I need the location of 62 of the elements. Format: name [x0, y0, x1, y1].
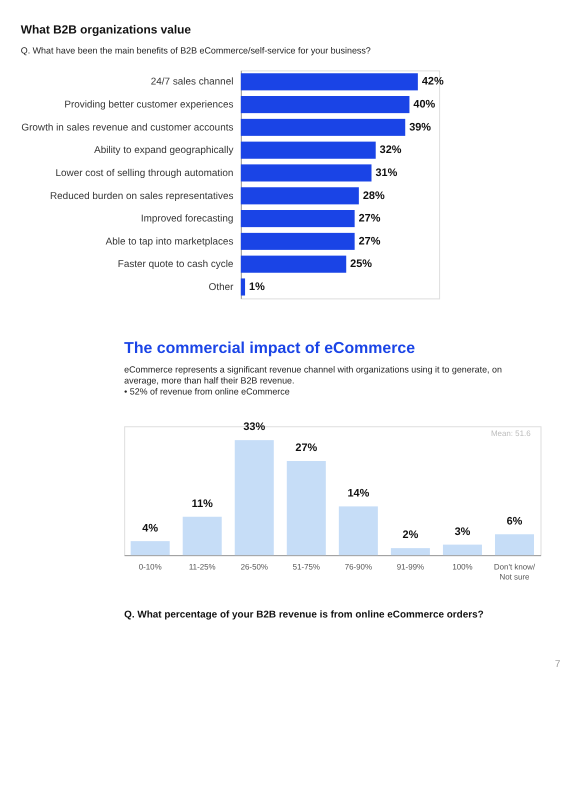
data-label: 31% — [375, 166, 398, 179]
bar — [240, 164, 372, 182]
bar — [390, 548, 430, 556]
text: Mean: 51.6 — [490, 429, 532, 438]
bar — [240, 278, 246, 296]
data-label: 1% — [249, 280, 266, 293]
bar — [240, 142, 376, 159]
y-tick-label: Growth in sales revenue and customer accounts — [21, 122, 234, 134]
y-tick-label: Reduced burden on sales representatives — [50, 190, 234, 202]
data-label: 14% — [347, 487, 370, 500]
text: What B2B organizations value — [20, 22, 192, 37]
x-tick-label: 100% — [452, 562, 473, 572]
chart-title: The commercial impact of eCommerce — [124, 340, 416, 357]
y-tick-label: Other — [208, 282, 234, 293]
data-label: 27% — [295, 442, 318, 454]
bar — [494, 534, 534, 556]
chart-subtitle: eCommerce represents a significant revenue channel with organizations using it to generate, on average, more than half their B2B revenue. — [124, 364, 502, 386]
x-tick-label: 11-25% — [188, 562, 216, 572]
text: Q. What percentage of your B2B revenue is from online eCommerce orders? — [124, 610, 484, 621]
chart-subtitle: Q. What have been the main benefits of B2B eCommerce/self-service for your business? — [20, 46, 371, 56]
data-label: 33% — [243, 421, 266, 434]
text: 7 — [554, 659, 561, 670]
data-label: 2% — [402, 529, 419, 542]
bar — [240, 256, 346, 273]
data-label: 39% — [409, 121, 432, 134]
x-tick-label: 91-99% — [396, 562, 424, 572]
x-tick-label: Don't know/ Not sure — [494, 562, 536, 582]
y-tick-label: Able to tap into marketplaces — [106, 236, 234, 248]
bar — [338, 506, 378, 556]
data-label: 42% — [422, 76, 444, 88]
x-tick-label: 0-10% — [138, 562, 162, 572]
data-label: 27% — [358, 235, 381, 248]
data-label: 6% — [506, 515, 523, 528]
y-tick-label: Improved forecasting — [140, 214, 234, 225]
bar — [442, 544, 482, 556]
y-tick-label: 24/7 sales channel — [150, 76, 234, 88]
y-tick-label: Faster quote to cash cycle — [118, 259, 234, 270]
bar — [286, 460, 326, 556]
x-tick-label: 76-90% — [344, 562, 372, 572]
bar — [240, 118, 406, 136]
bar — [234, 440, 274, 556]
data-label: 40% — [413, 98, 436, 111]
text: • 52% of revenue from online eCommerce — [124, 386, 290, 396]
bar — [240, 187, 359, 204]
bar — [240, 232, 355, 250]
bar — [130, 541, 170, 556]
x-tick-label: 26-50% — [240, 562, 268, 572]
bar — [240, 210, 355, 228]
data-label: 11% — [192, 498, 214, 510]
y-tick-label: Ability to expand geographically — [94, 145, 234, 156]
data-label: 27% — [358, 212, 381, 225]
data-label: 25% — [350, 258, 372, 270]
data-label: 3% — [454, 526, 471, 538]
y-tick-label: Providing better customer experiences — [64, 100, 234, 111]
x-tick-label: 51-75% — [292, 562, 320, 572]
bar — [240, 96, 410, 114]
data-label: 28% — [362, 190, 385, 202]
y-tick-label: Lower cost of selling through automation — [56, 168, 234, 179]
bar — [240, 73, 418, 90]
data-label: 4% — [142, 522, 158, 534]
data-label: 32% — [380, 144, 402, 156]
bar — [182, 516, 222, 556]
